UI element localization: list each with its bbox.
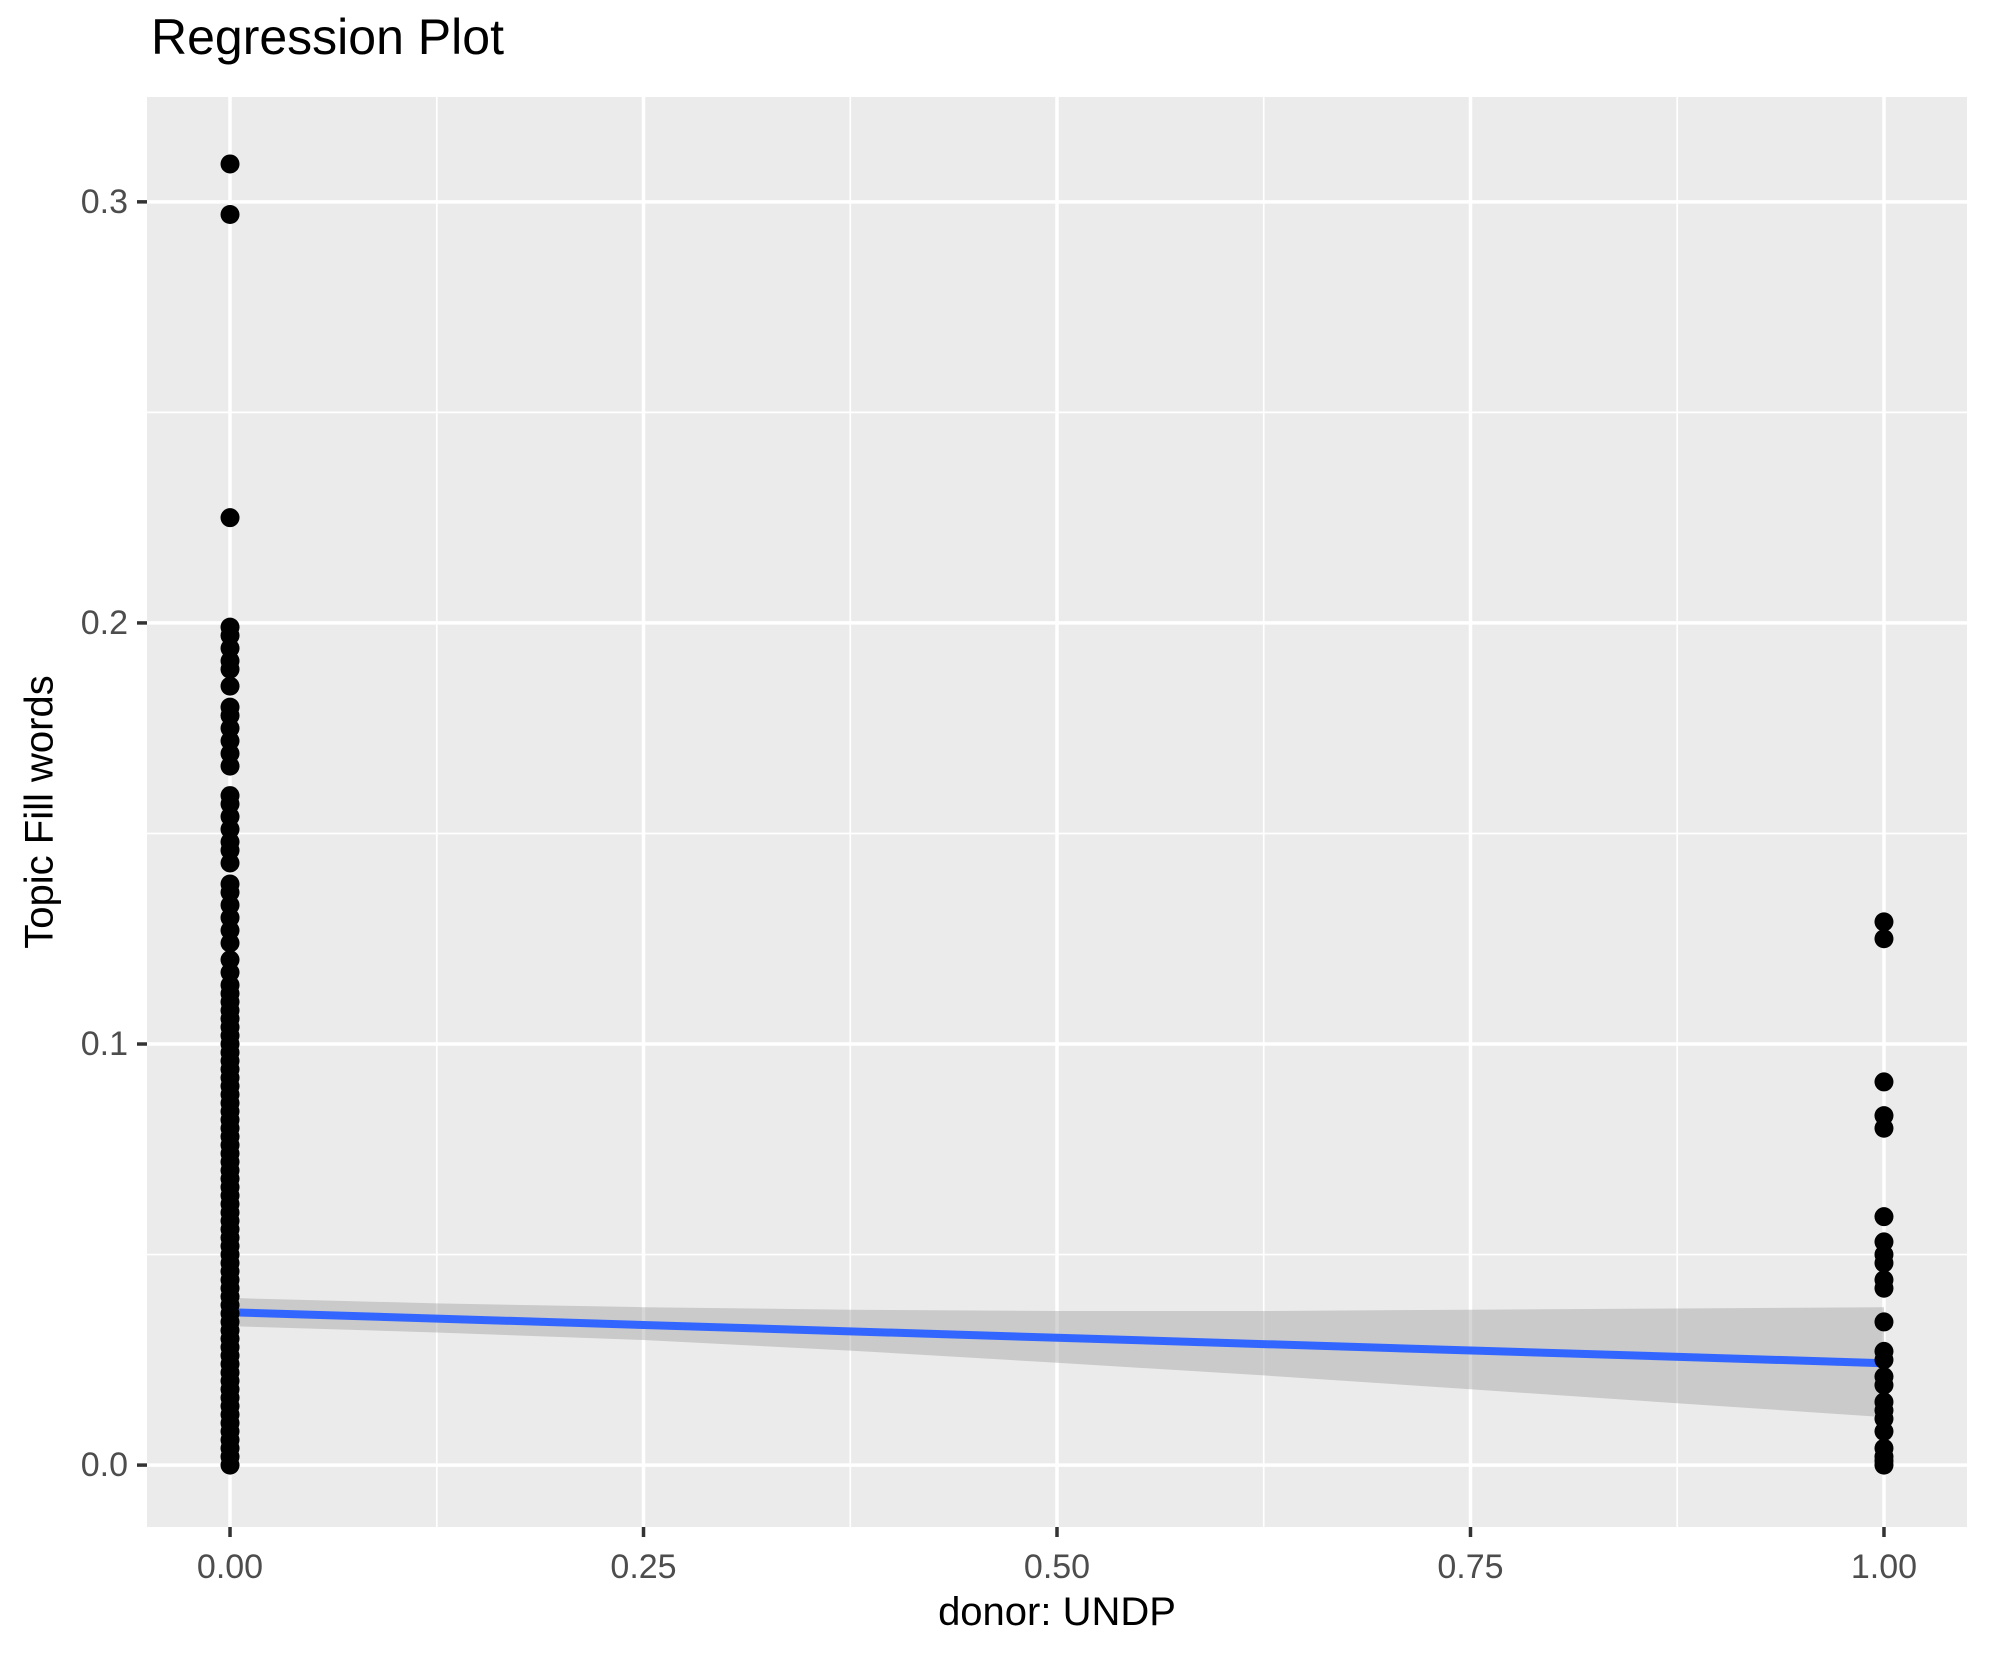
x-tick-label: 0.75 [1437,1548,1503,1586]
scatter-point [1874,912,1894,932]
scatter-point [1874,1350,1894,1370]
y-tick-label: 0.2 [81,604,128,642]
scatter-point [220,1455,240,1475]
x-tick-label: 0.25 [610,1548,676,1586]
y-tick-label: 0.1 [81,1025,128,1063]
scatter-point [220,933,240,953]
x-tick-label: 0.00 [197,1548,263,1586]
scatter-point [1874,1072,1894,1092]
scatter-point [1874,1421,1894,1441]
regression-line [229,1308,1885,1368]
x-tick-label: 0.50 [1024,1548,1090,1586]
scatter-point [220,756,240,776]
plot-title: Regression Plot [151,9,504,65]
scatter-point [1874,1312,1894,1332]
y-tick-label: 0.0 [81,1446,128,1484]
scatter-point [220,659,240,679]
scatter-point [1874,1375,1894,1395]
y-tick-label: 0.3 [81,183,128,221]
scatter-point [220,154,240,174]
x-tick-label: 1.00 [1851,1548,1917,1586]
scatter-point [1874,1253,1894,1273]
scatter-point [1874,1207,1894,1227]
scatter-point [1874,1278,1894,1298]
y-axis-title: Topic Fill words [17,675,62,949]
scatter-point [1874,1455,1894,1475]
scatter-point [1874,1118,1894,1138]
scatter-point [220,853,240,873]
scatter-point [1874,929,1894,949]
scatter-point [220,204,240,224]
scatter-point [220,676,240,696]
scatter-point [220,508,240,528]
x-axis-title: donor: UNDP [938,1590,1176,1634]
